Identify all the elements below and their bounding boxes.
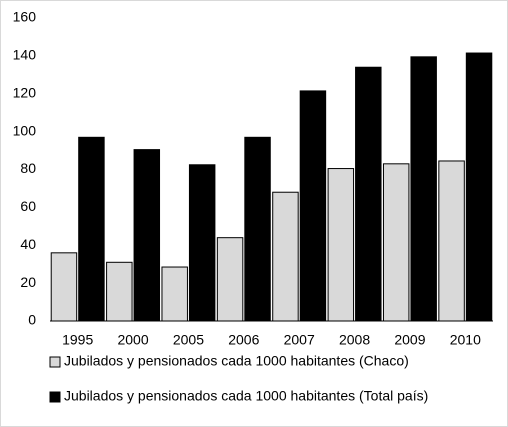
y-tick-label: 100	[13, 122, 37, 138]
x-tick-label: 2000	[117, 332, 148, 348]
bar	[106, 261, 133, 322]
x-tick-label: 2007	[284, 332, 315, 348]
bar	[299, 90, 327, 322]
bar	[355, 66, 382, 322]
bar	[50, 252, 78, 322]
bar	[438, 160, 465, 322]
legend-swatch	[49, 391, 61, 403]
y-tick-label: 0	[28, 312, 36, 328]
bar	[244, 136, 271, 322]
legend-label: Jubilados y pensionados cada 1000 habita…	[64, 353, 409, 369]
bar	[133, 149, 161, 322]
bar	[188, 164, 216, 322]
bar	[272, 191, 299, 322]
x-tick-label: 2009	[394, 332, 425, 348]
bar	[465, 52, 493, 322]
bar	[161, 266, 188, 322]
y-tick-label: 60	[20, 198, 36, 214]
y-tick-label: 140	[13, 47, 37, 63]
bar	[327, 168, 355, 322]
y-tick-label: 120	[13, 84, 37, 100]
x-tick-label: 1995	[62, 332, 93, 348]
x-tick-label: 2005	[173, 332, 204, 348]
bar	[410, 56, 437, 322]
x-tick-label: 2006	[228, 332, 259, 348]
x-tick-label: 2008	[339, 332, 370, 348]
legend-swatch	[49, 356, 61, 368]
legend-label: Jubilados y pensionados cada 1000 habita…	[64, 388, 428, 404]
y-tick-label: 160	[13, 9, 37, 25]
bar	[78, 136, 105, 322]
y-tick-label: 20	[20, 274, 36, 290]
x-tick-label: 2010	[450, 332, 481, 348]
bar	[382, 163, 410, 322]
y-tick-label: 40	[20, 236, 36, 252]
y-tick-label: 80	[20, 160, 36, 176]
bar	[216, 237, 244, 322]
